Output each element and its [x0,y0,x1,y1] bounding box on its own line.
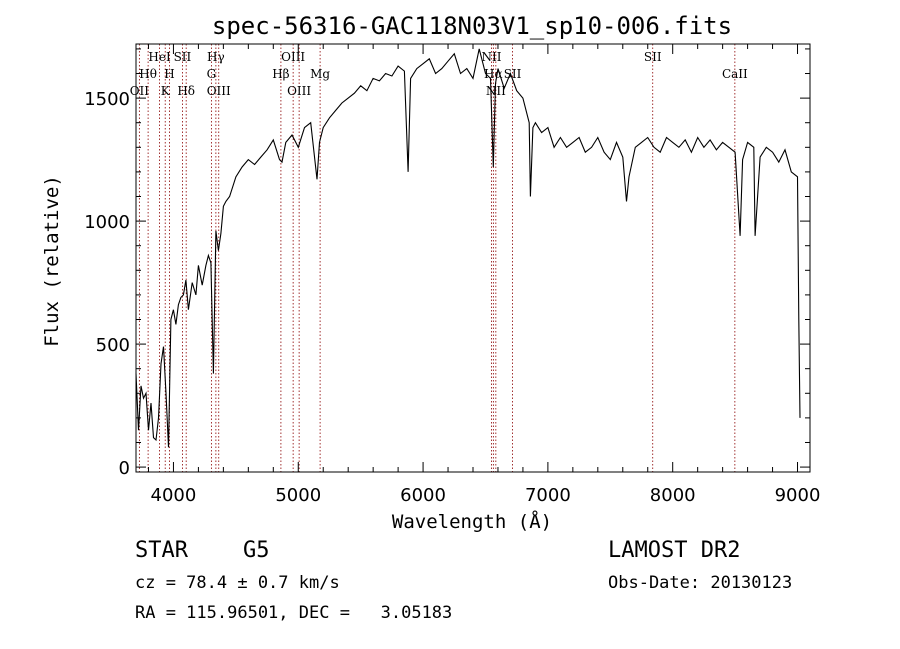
spectral-line-markers: OIIHθHeIKHSIIHδHγGOIIIHβOIIIOIIIMgNIIHαN… [130,44,748,472]
marker-label-9: OIII [207,84,231,98]
object-class: STAR [135,538,188,563]
y-tick-label-0: 0 [119,458,130,479]
marker-label-5: SII [174,50,192,64]
x-tick-label-7000: 7000 [525,485,571,506]
marker-label-4: H [164,67,174,81]
marker-label-1: Hθ [139,67,157,81]
object-subclass: G5 [243,538,270,563]
marker-label-14: NII [481,50,501,64]
marker-label-10: Hβ [272,67,289,81]
marker-label-6: Hδ [177,84,195,98]
marker-label-19: CaII [722,67,748,81]
coordinates: RA = 115.96501, DEC = 3.05183 [135,603,453,623]
marker-label-8: G [207,67,217,81]
axes: 4000 5000 6000 7000 8000 9000 0 500 1000 1500 [84,44,820,506]
marker-label-3: K [161,84,171,98]
marker-label-2: HeI [148,50,171,64]
chart-title: spec-56316-GAC118N03V1_sp10-006.fits [212,12,732,40]
marker-label-7: Hγ [207,50,225,64]
marker-label-18: SII [644,50,662,64]
survey-name: LAMOST DR2 [608,538,741,563]
spectrum-line [135,48,801,448]
y-tick-label-1000: 1000 [84,212,130,233]
y-tick-label-500: 500 [96,335,130,356]
y-axis-label: Flux (relative) [41,175,63,347]
y-tick-label-1500: 1500 [84,89,130,110]
x-tick-label-5000: 5000 [275,485,321,506]
x-tick-label-9000: 9000 [775,485,821,506]
redshift-value: cz = 78.4 ± 0.7 km/s [135,573,340,593]
x-axis-label: Wavelength (Å) [392,510,552,533]
marker-label-13: Mg [310,67,330,81]
x-tick-label-8000: 8000 [650,485,696,506]
plot-frame [135,43,811,473]
x-tick-label-6000: 6000 [400,485,446,506]
marker-label-0: OII [130,84,150,98]
observation-date: Obs-Date: 20130123 [608,573,793,593]
marker-label-11: OIII [281,50,305,64]
marker-label-12: OIII [287,84,311,98]
x-tick-label-4000: 4000 [151,485,197,506]
